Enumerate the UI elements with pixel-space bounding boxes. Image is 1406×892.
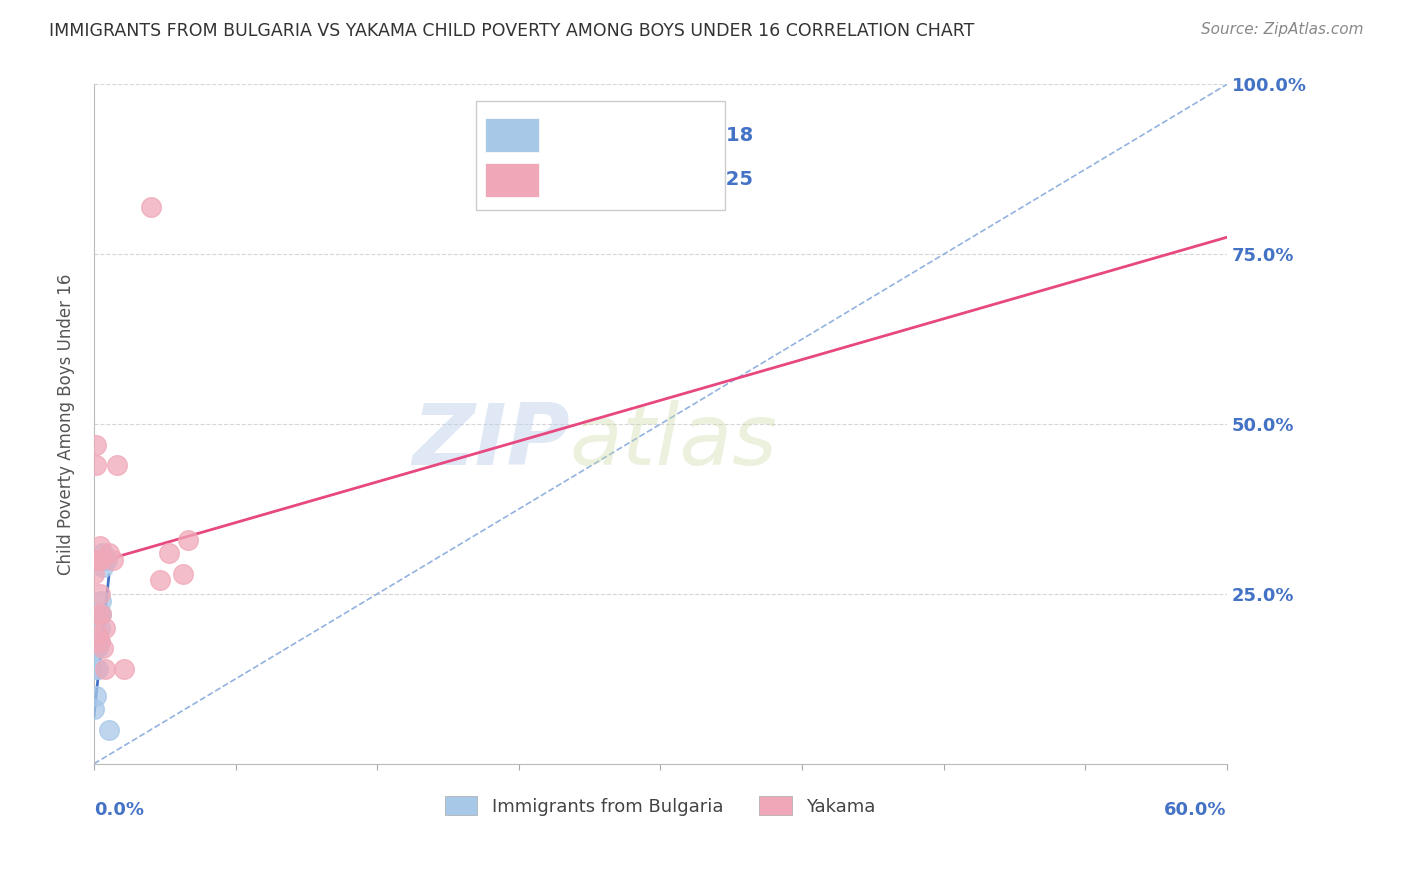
Point bbox=[84, 662, 107, 676]
Text: Source: ZipAtlas.com: Source: ZipAtlas.com bbox=[1201, 22, 1364, 37]
Point bbox=[86, 553, 108, 567]
Point bbox=[98, 546, 121, 560]
Text: atlas: atlas bbox=[569, 400, 778, 483]
Point bbox=[94, 621, 117, 635]
Point bbox=[86, 662, 108, 676]
Point bbox=[84, 689, 107, 703]
Point bbox=[177, 533, 200, 547]
Text: R = 0.438   N = 18: R = 0.438 N = 18 bbox=[553, 126, 754, 145]
Point bbox=[83, 566, 105, 581]
Point bbox=[86, 607, 108, 622]
Text: 60.0%: 60.0% bbox=[1164, 801, 1227, 819]
Point bbox=[89, 634, 111, 648]
Point bbox=[90, 553, 112, 567]
FancyBboxPatch shape bbox=[485, 119, 538, 153]
Point bbox=[84, 437, 107, 451]
Point bbox=[149, 574, 172, 588]
Point bbox=[96, 553, 118, 567]
Point bbox=[93, 546, 115, 560]
Text: R = 0.063   N = 25: R = 0.063 N = 25 bbox=[553, 170, 752, 189]
Point bbox=[86, 628, 108, 642]
Legend: Immigrants from Bulgaria, Yakama: Immigrants from Bulgaria, Yakama bbox=[437, 789, 883, 822]
Point bbox=[94, 662, 117, 676]
Point bbox=[94, 553, 117, 567]
Point bbox=[89, 607, 111, 622]
Point bbox=[98, 723, 121, 737]
Point bbox=[83, 702, 105, 716]
Point bbox=[112, 662, 135, 676]
Point bbox=[93, 641, 115, 656]
Text: 0.0%: 0.0% bbox=[94, 801, 143, 819]
Point bbox=[84, 641, 107, 656]
Y-axis label: Child Poverty Among Boys Under 16: Child Poverty Among Boys Under 16 bbox=[58, 274, 75, 574]
Point bbox=[90, 607, 112, 622]
Point bbox=[90, 607, 112, 622]
Point bbox=[172, 566, 194, 581]
FancyBboxPatch shape bbox=[485, 162, 538, 196]
Point bbox=[90, 553, 112, 567]
Point bbox=[86, 641, 108, 656]
Point bbox=[101, 553, 124, 567]
Point bbox=[90, 594, 112, 608]
Point bbox=[89, 621, 111, 635]
Point bbox=[84, 458, 107, 472]
FancyBboxPatch shape bbox=[475, 102, 725, 211]
Point bbox=[84, 553, 107, 567]
Point bbox=[139, 200, 162, 214]
Point bbox=[105, 458, 128, 472]
Point bbox=[93, 559, 115, 574]
Text: IMMIGRANTS FROM BULGARIA VS YAKAMA CHILD POVERTY AMONG BOYS UNDER 16 CORRELATION: IMMIGRANTS FROM BULGARIA VS YAKAMA CHILD… bbox=[49, 22, 974, 40]
Point bbox=[89, 540, 111, 554]
Point bbox=[86, 634, 108, 648]
Point bbox=[83, 553, 105, 567]
Point bbox=[89, 634, 111, 648]
Point bbox=[89, 587, 111, 601]
Text: ZIP: ZIP bbox=[412, 400, 569, 483]
Point bbox=[159, 546, 181, 560]
